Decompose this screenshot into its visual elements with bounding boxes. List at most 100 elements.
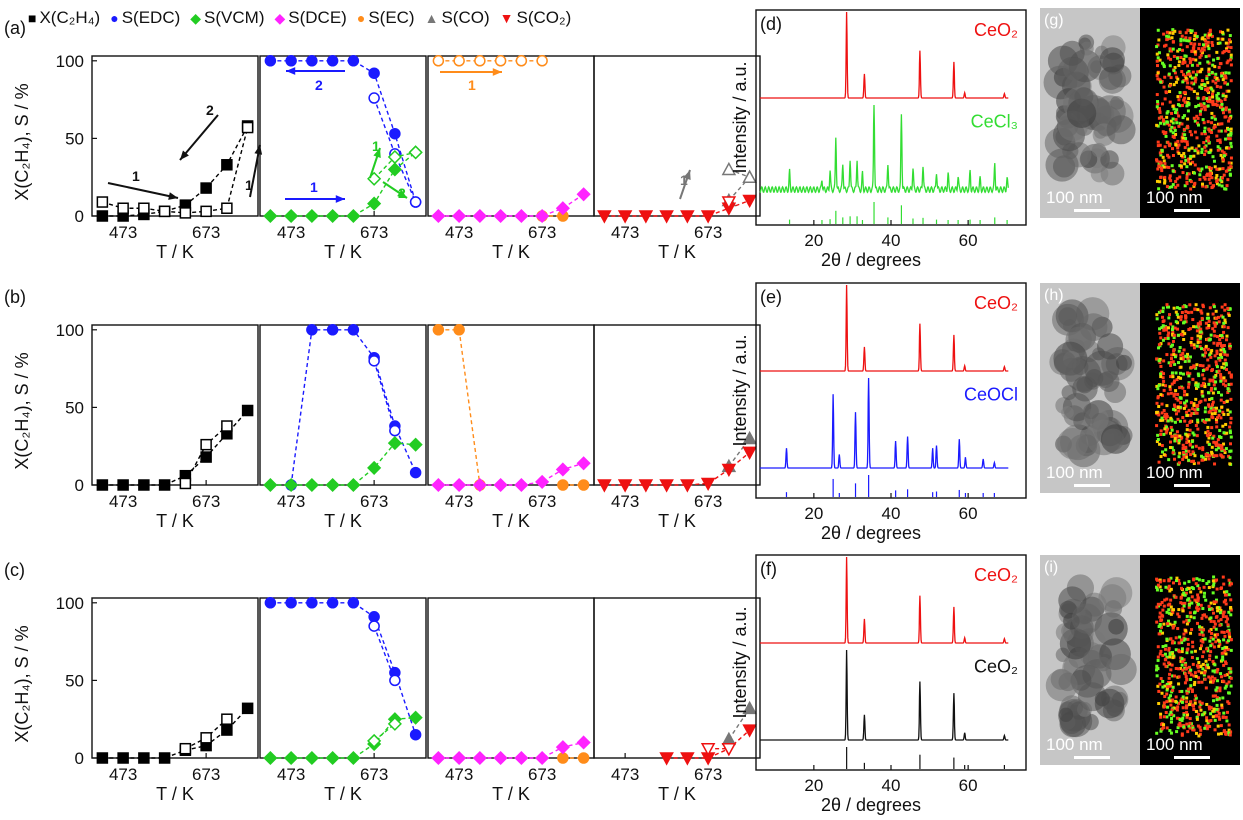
data-point <box>411 197 421 207</box>
arrow-shaft <box>108 183 178 198</box>
data-point <box>578 188 590 200</box>
data-point <box>180 478 190 488</box>
data-point <box>264 479 276 491</box>
data-point <box>265 598 275 608</box>
data-point <box>348 325 358 335</box>
arrow-head <box>493 68 502 76</box>
x-axis-label: T / K <box>324 511 362 531</box>
annotation-arrow: 1 <box>370 138 381 178</box>
x-tick-label: 473 <box>611 765 639 784</box>
trace-label: CeO₂ <box>974 20 1018 40</box>
data-point <box>368 173 380 185</box>
plot-frame <box>92 598 258 758</box>
data-point <box>139 480 149 490</box>
data-point <box>369 612 379 622</box>
data-point <box>306 479 318 491</box>
series-line <box>438 330 480 485</box>
data-point <box>579 753 589 763</box>
xrd-trace <box>760 557 1008 643</box>
data-point <box>515 479 527 491</box>
data-point <box>578 736 590 748</box>
data-point <box>515 210 527 222</box>
y-tick-label: 100 <box>56 594 84 613</box>
scale-bar <box>1074 484 1110 487</box>
data-point <box>537 56 547 66</box>
data-point <box>285 479 297 491</box>
data-point <box>474 752 486 764</box>
panel-label: (c) <box>4 560 25 580</box>
subplot: 473 673T / K <box>92 325 258 531</box>
data-point <box>243 123 253 133</box>
annotation-arrow: 1 <box>440 68 502 93</box>
data-point <box>327 752 339 764</box>
data-point <box>118 753 128 763</box>
series-ec <box>433 325 485 490</box>
annotation-arrow: 1 <box>680 170 691 199</box>
data-point <box>222 714 232 724</box>
data-point <box>180 208 190 218</box>
tem-image-panel: (g) 100 nm 100 nm <box>1040 8 1240 218</box>
data-point <box>369 93 379 103</box>
data-point <box>496 56 506 66</box>
data-point <box>369 621 379 631</box>
panel-label: (e) <box>760 287 782 307</box>
arrow-label: 1 <box>310 179 318 195</box>
x-tick-label: 60 <box>959 776 978 795</box>
data-point <box>328 56 338 66</box>
x-tick-label: 473 <box>611 223 639 242</box>
panel-label: (i) <box>1044 559 1058 577</box>
data-point <box>474 210 486 222</box>
data-point <box>327 210 339 222</box>
data-point <box>180 744 190 754</box>
data-point <box>264 210 276 222</box>
x-tick-label: 673 <box>360 492 388 511</box>
data-point <box>286 598 296 608</box>
data-point <box>160 206 170 216</box>
x-tick-label: 673 <box>694 492 722 511</box>
y-axis-label: Intensity / a.u. <box>730 61 750 173</box>
x-axis-label: T / K <box>156 784 194 804</box>
x-axis-label: T / K <box>492 242 530 262</box>
data-point <box>222 160 232 170</box>
x-tick-label: 60 <box>959 231 978 250</box>
scale-bar-label: 100 nm <box>1146 735 1203 755</box>
x-tick-label: 673 <box>694 223 722 242</box>
data-point <box>139 753 149 763</box>
data-point <box>97 480 107 490</box>
panel-label: (a) <box>4 18 26 38</box>
data-point <box>286 56 296 66</box>
x-tick-label: 473 <box>109 492 137 511</box>
data-point <box>306 210 318 222</box>
x-tick-label: 473 <box>277 765 305 784</box>
data-point <box>118 203 128 213</box>
series-x <box>97 703 252 763</box>
data-point <box>558 753 568 763</box>
x-tick-label: 40 <box>882 231 901 250</box>
data-point <box>328 325 338 335</box>
scale-bar-label: 100 nm <box>1046 463 1103 483</box>
data-point <box>243 406 253 416</box>
subplot: 473 673T / K <box>428 325 594 531</box>
data-point <box>97 197 107 207</box>
x-tick-label: 673 <box>528 223 556 242</box>
series-x <box>97 406 252 490</box>
scale-bar <box>1174 756 1210 759</box>
subplot: 473 673T / K <box>260 325 426 531</box>
data-point <box>243 703 253 713</box>
x-axis-label: T / K <box>156 511 194 531</box>
xrd-trace <box>760 650 1008 740</box>
trace-label: CeO₂ <box>974 565 1018 585</box>
annotation-arrow: 1 <box>108 168 178 200</box>
y-axis-label: X(C₂H₄), S / % <box>12 352 32 469</box>
panel-label: (g) <box>1044 12 1064 30</box>
data-point <box>557 741 569 753</box>
data-point <box>369 356 379 366</box>
elemental-map-image <box>1140 283 1240 493</box>
y-tick-label: 50 <box>65 398 84 417</box>
data-point <box>411 730 421 740</box>
x-axis-label: T / K <box>156 242 194 262</box>
data-point <box>139 203 149 213</box>
x-axis-label: T / K <box>492 784 530 804</box>
x-axis-label: T / K <box>324 784 362 804</box>
data-point <box>264 752 276 764</box>
